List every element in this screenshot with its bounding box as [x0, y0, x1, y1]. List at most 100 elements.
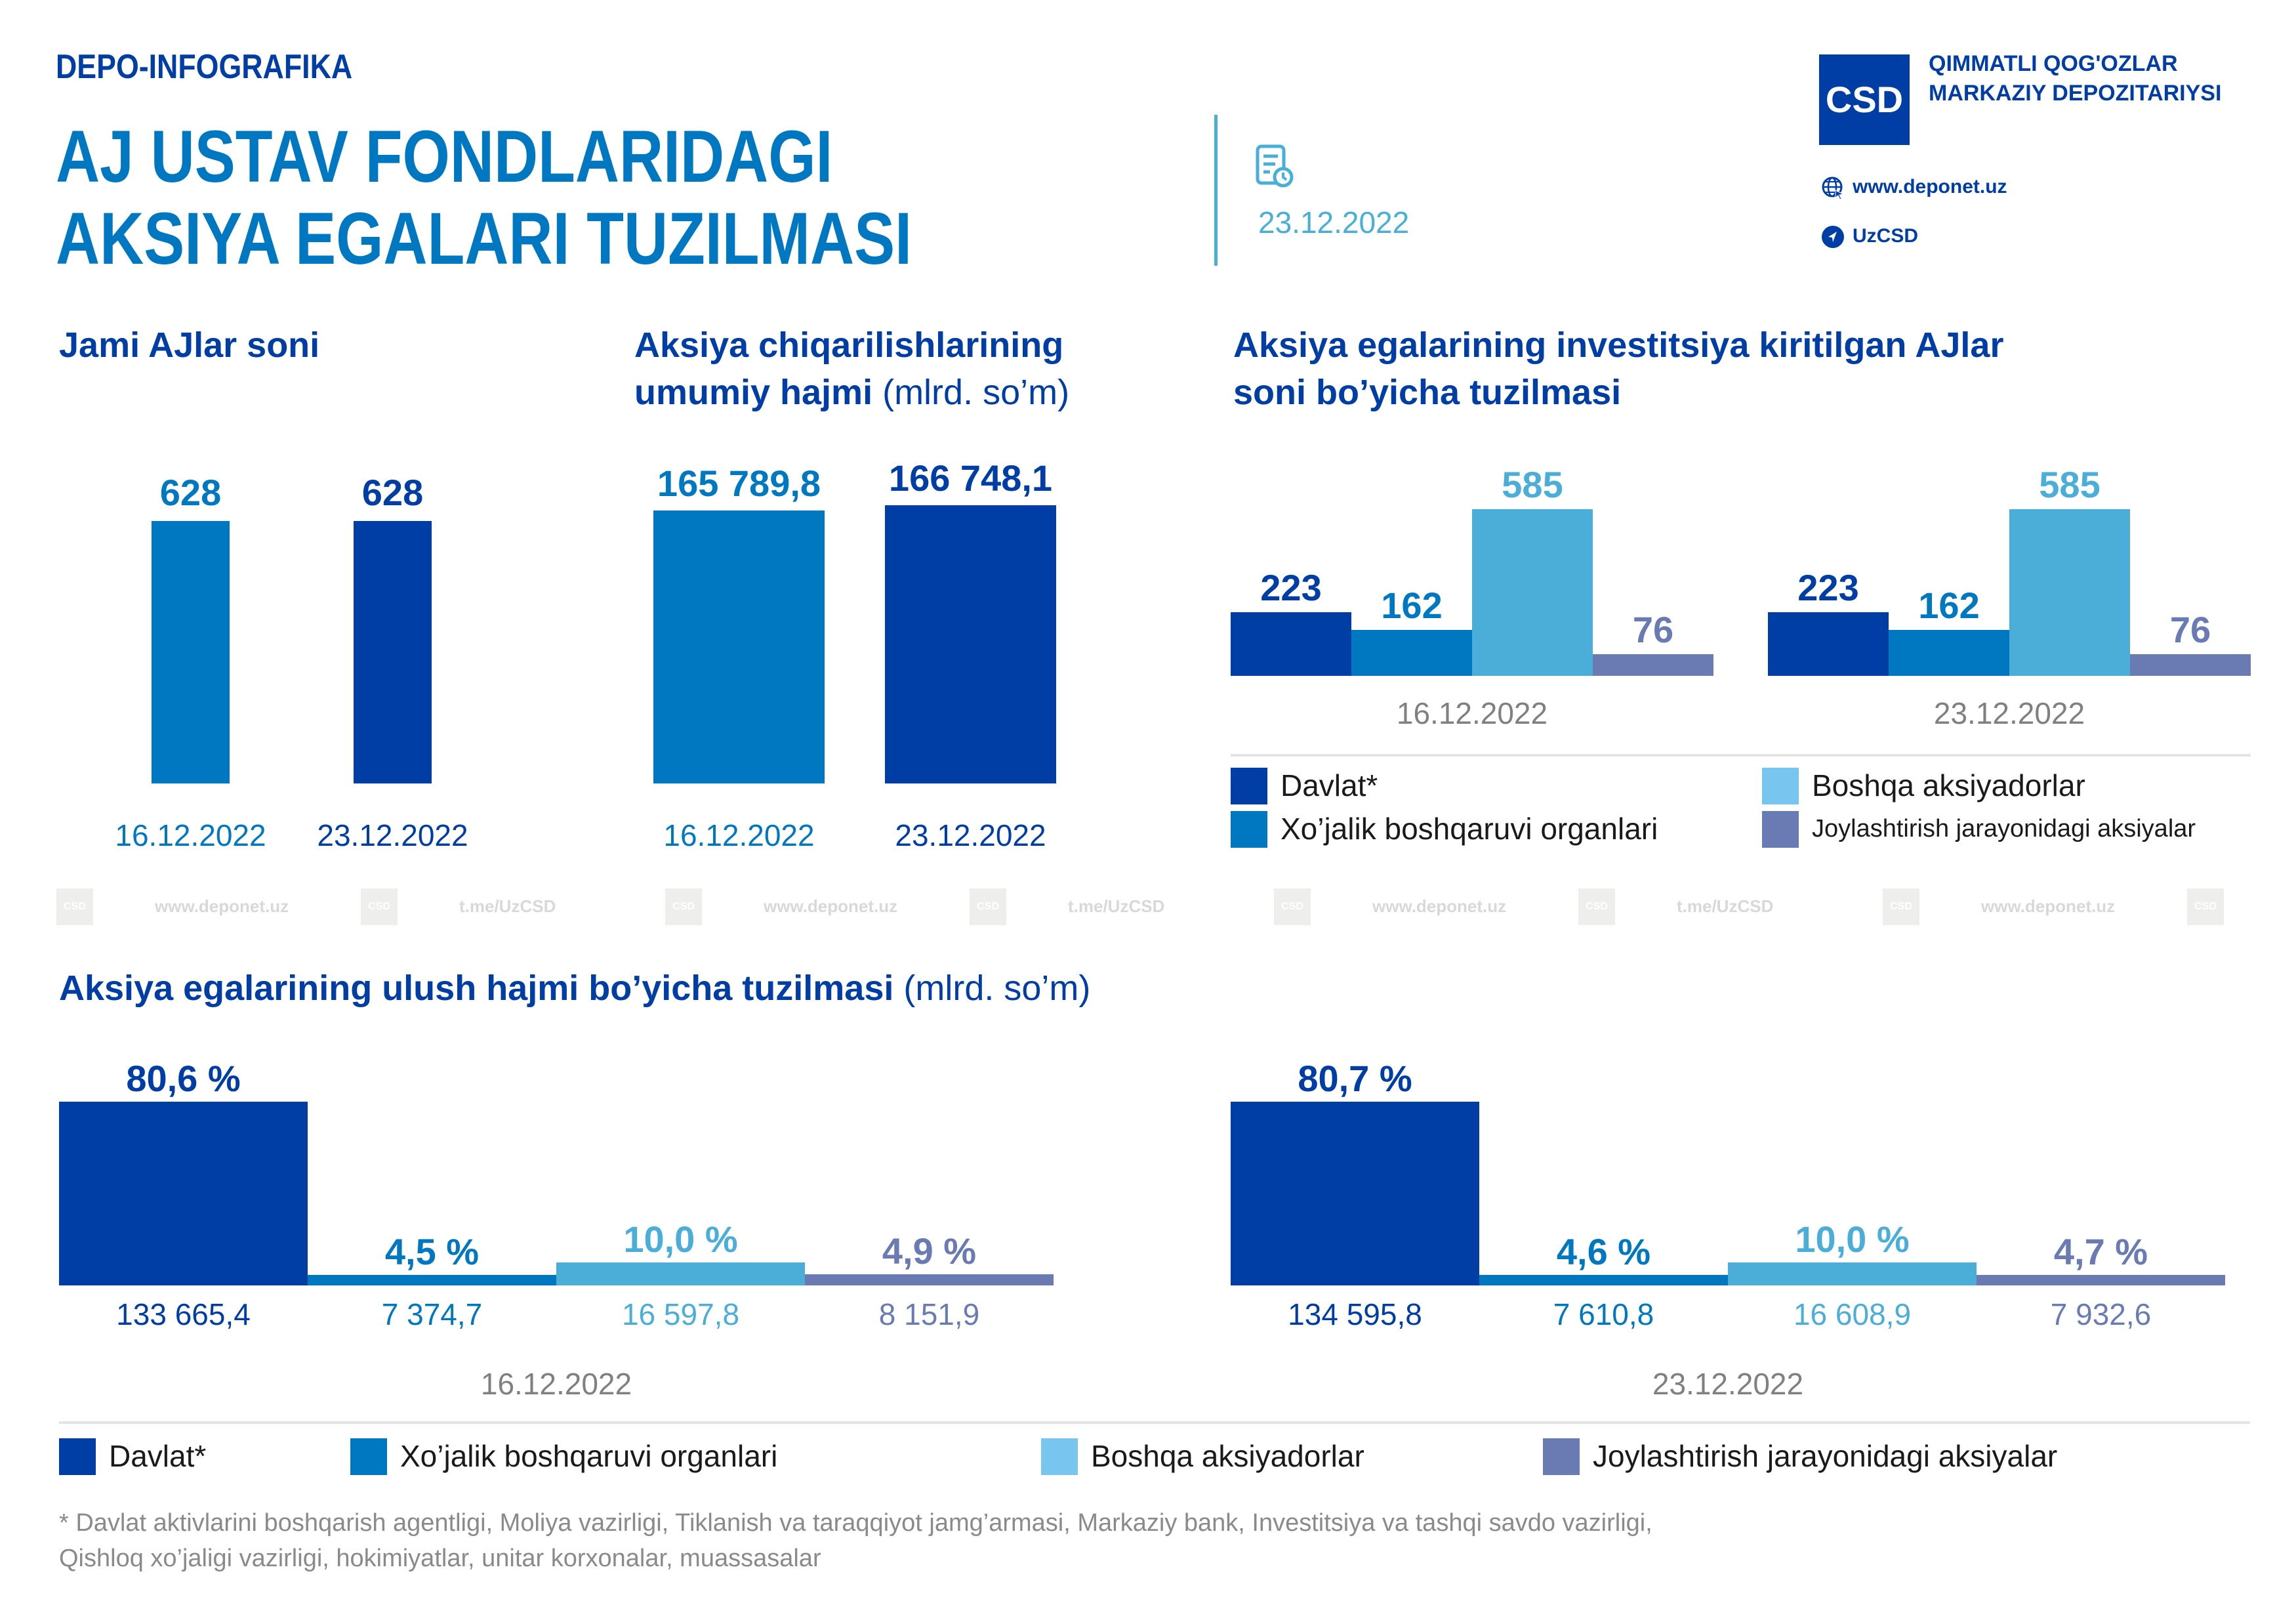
chart3-bar-2-3: [2009, 509, 2130, 676]
chart4-percent-label-1-3: 10,0 %: [623, 1218, 738, 1260]
legend4-label-xojalik: Xo’jalik boshqaruvi organlari: [400, 1439, 778, 1473]
chart4-legend-divider: [59, 1421, 2250, 1424]
watermark-strip: CSD www.deponet.uz CSD t.me/UzCSD CSD www.dep…: [56, 887, 2261, 927]
chart4-value-label-1-2: 7 374,7: [381, 1297, 483, 1331]
chart3-bar-2-1: [1768, 612, 1889, 676]
legend4-swatch-xojalik: [350, 1438, 387, 1475]
legend-swatch-xojalik: [1231, 811, 1267, 848]
header-divider: [1214, 115, 1218, 266]
chart3-area: 223 162 585 76 16.12.2022 223 162 585 76 23.12.20…: [1227, 446, 2263, 748]
watermark-logo-2: CSD: [361, 888, 398, 925]
chart4-bar-2-4: [1977, 1274, 2225, 1285]
chart4-value-label-1-3: 16 597,8: [621, 1297, 740, 1331]
chart4-date-label-1: 16.12.2022: [480, 1367, 632, 1401]
chart2-bar-1: [653, 510, 825, 783]
chart4-bar-1-2: [308, 1275, 556, 1285]
chart4-date-label-2: 23.12.2022: [1652, 1367, 1804, 1401]
chart3-bar-1-3: [1472, 509, 1593, 676]
chart1-value-label-1: 628: [159, 472, 222, 513]
chart4-value-label-2-3: 16 608,9: [1793, 1297, 1912, 1331]
document-clock-icon: [1256, 144, 1295, 190]
chart3-title-line1: Aksiya egalarining investitsiya kiritilg…: [1233, 325, 2004, 365]
legend-swatch-joylashtirish: [1762, 811, 1799, 848]
chart1-area: 628 16.12.2022 628 23.12.2022: [59, 446, 518, 866]
chart4-value-label-2-1: 134 595,8: [1288, 1297, 1422, 1331]
chart2-value-label-2: 166 748,1: [888, 457, 1053, 499]
chart1-bar-1: [152, 521, 230, 783]
legend4-swatch-davlat: [59, 1438, 96, 1475]
chart4-bar-1-1: [59, 1102, 308, 1285]
chart4-bar-1-4: [805, 1274, 1054, 1285]
chart2-bar-2: [885, 505, 1056, 783]
page-title-line2: AKSIYA EGALARI TUZILMASI: [56, 198, 912, 280]
chart2-value-label-1: 165 789,8: [657, 463, 821, 505]
chart4-percent-label-2-4: 4,7 %: [2053, 1230, 2148, 1272]
legend-swatch-boshqa: [1762, 768, 1799, 804]
footnote-line2: Qishloq xo’jaligi vazirligi, hokimiyatla…: [59, 1545, 821, 1572]
chart3-bar-1-4: [1593, 654, 1713, 676]
chart3-value-label-2-2: 162: [1918, 584, 1980, 626]
report-date: 23.12.2022: [1258, 205, 1410, 239]
chart4-unit: (mlrd. so’m): [903, 968, 1091, 1008]
watermark-logo-1: CSD: [56, 888, 93, 925]
globe-icon: [1821, 176, 1845, 200]
telegram-icon: [1821, 225, 1845, 249]
page-title-line1: AJ USTAV FONDLARIDAGI: [56, 115, 833, 198]
chart4-percent-label-1-4: 4,9 %: [882, 1230, 977, 1272]
chart3-value-label-2-1: 223: [1797, 567, 1859, 609]
chart2-title-main: umumiy hajmi: [634, 373, 873, 412]
chart1-date-label-2: 23.12.2022: [317, 818, 468, 852]
chart1-date-label-1: 16.12.2022: [115, 818, 266, 852]
chart3-legend-divider: [1231, 754, 2251, 757]
chart3-title-line2: soni bo’yicha tuzilmasi: [1233, 373, 1622, 412]
chart3-bar-1-2: [1351, 629, 1472, 676]
chart4-title: Aksiya egalarining ulush hajmi bo’yicha …: [59, 965, 1090, 1012]
watermark-logo-5: CSD: [1274, 888, 1311, 925]
footnote-line1: * Davlat aktivlarini boshqarish agentlig…: [59, 1509, 1652, 1537]
chart4-bar-1-3: [556, 1262, 805, 1285]
watermark-logo-4: CSD: [970, 888, 1006, 925]
csd-logo: CSD: [1819, 54, 1910, 145]
watermark-text-1: www.deponet.uz: [155, 896, 289, 916]
legend4-swatch-boshqa: [1041, 1438, 1078, 1475]
chart1-value-label-2: 628: [361, 472, 424, 513]
watermark-text-7: www.deponet.uz: [1981, 896, 2116, 916]
logo-text: CSD: [1826, 79, 1903, 120]
legend4-label-joylashtirish: Joylashtirish jarayonidagi aksiyalar: [1593, 1439, 2058, 1473]
chart2-title-line1: Aksiya chiqarilishlarining: [634, 325, 1064, 365]
legend-swatch-davlat: [1231, 768, 1267, 804]
chart3-value-label-1-2: 162: [1381, 584, 1443, 626]
chart1-title: Jami AJlar soni: [59, 325, 320, 365]
chart4-area: 80,6 % 133 665,4 4,5 % 7 374,7 10,0 % 16 597,…: [0, 1037, 2296, 1404]
watermark-logo-6: CSD: [1578, 888, 1615, 925]
watermark-logo-3: CSD: [665, 888, 702, 925]
watermark-text-5: www.deponet.uz: [1372, 896, 1507, 916]
chart4-value-label-2-2: 7 610,8: [1553, 1297, 1654, 1331]
watermark-logo-7: CSD: [1883, 888, 1919, 925]
chart3-date-label-2: 23.12.2022: [1933, 696, 2085, 730]
chart3-value-label-1-1: 223: [1260, 567, 1322, 609]
chart4-bar-2-1: [1231, 1101, 1479, 1285]
chart3-bar-2-4: [2130, 654, 2251, 676]
website-link[interactable]: www.deponet.uz: [1853, 176, 2007, 198]
legend-label-joylashtirish: Joylashtirish jarayonidagi aksiyalar: [1812, 815, 2196, 843]
org-name-line1: QIMMATLI QOG'OZLAR: [1929, 51, 2178, 76]
chart4-bar-2-3: [1728, 1262, 1977, 1285]
chart2-unit: (mlrd. so’m): [882, 373, 1070, 412]
chart2-title-line2: umumiy hajmi (mlrd. so’m): [634, 369, 1069, 416]
legend-label-xojalik: Xo’jalik boshqaruvi organlari: [1281, 812, 1658, 846]
chart4-percent-label-1-1: 80,6 %: [126, 1058, 241, 1099]
watermark-logo-end: CSD: [2187, 888, 2224, 925]
org-name-line2: MARKAZIY DEPOZITARIYSI: [1929, 81, 2222, 106]
legend-label-boshqa: Boshqa aksiyadorlar: [1812, 768, 2085, 802]
chart1-bar-2: [354, 521, 432, 783]
chart3-date-label-1: 16.12.2022: [1396, 696, 1548, 730]
telegram-link[interactable]: UzCSD: [1853, 225, 1919, 247]
chart2-area: 165 789,8 16.12.2022 166 748,1 23.12.2022: [630, 446, 1089, 866]
watermark-text-2: t.me/UzCSD: [459, 896, 556, 916]
chart4-percent-label-2-2: 4,6 %: [1556, 1231, 1651, 1273]
chart4-percent-label-2-1: 80,7 %: [1298, 1057, 1412, 1099]
chart4-value-label-1-4: 8 151,9: [878, 1297, 980, 1331]
watermark-text-6: t.me/UzCSD: [1677, 896, 1774, 916]
chart4-title-main: Aksiya egalarining ulush hajmi bo’yicha …: [59, 968, 894, 1008]
